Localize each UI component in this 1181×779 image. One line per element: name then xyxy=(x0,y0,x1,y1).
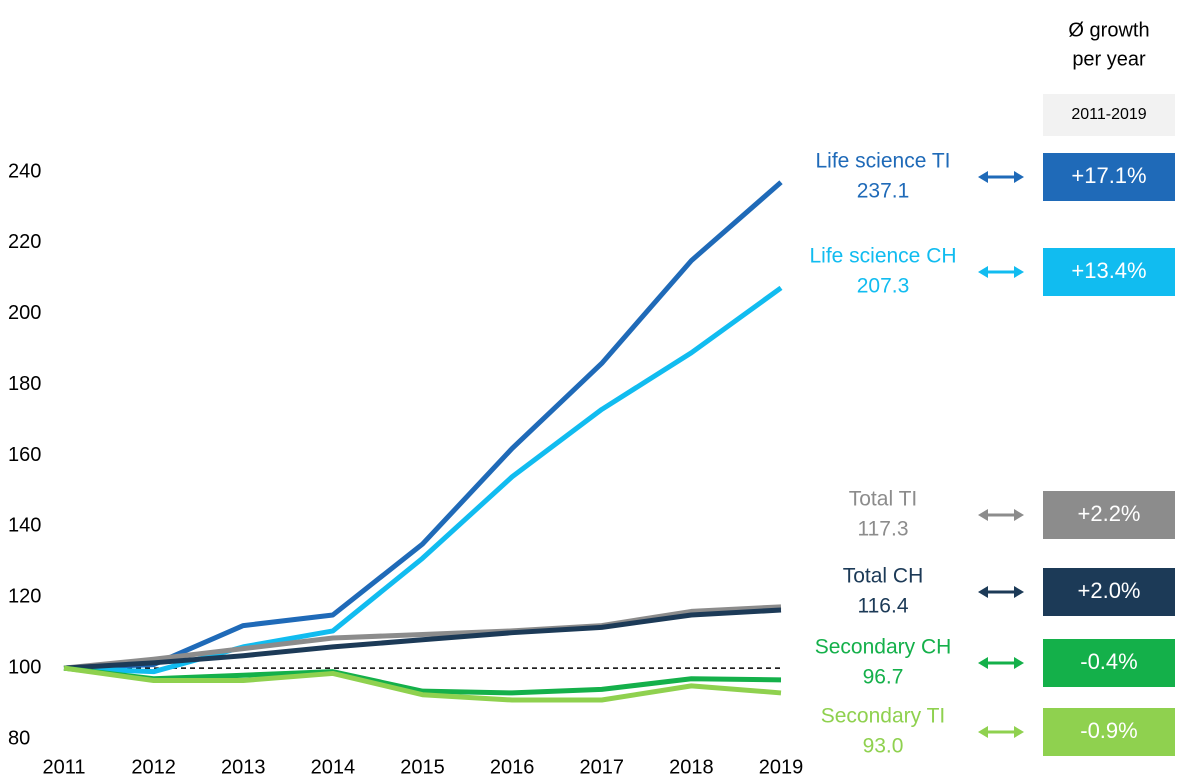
y-tick-label: 120 xyxy=(8,586,41,608)
y-tick-label: 140 xyxy=(8,515,41,537)
series-line xyxy=(63,607,782,671)
end-value-label: 93.0 xyxy=(863,735,904,758)
x-tick-label: 2011 xyxy=(42,756,85,778)
y-tick-label: 80 xyxy=(8,727,30,749)
period-box xyxy=(1043,94,1175,136)
x-tick-label: 2018 xyxy=(669,756,714,778)
y-tick-label: 200 xyxy=(8,302,41,324)
y-tick-label: 240 xyxy=(8,160,41,182)
series-name: Secondary CH xyxy=(815,636,952,659)
x-tick-label: 2015 xyxy=(400,756,445,778)
series-name: Total TI xyxy=(849,488,917,511)
arrow-head xyxy=(978,657,1024,669)
arrow-head xyxy=(978,586,1024,598)
x-tick-label: 2016 xyxy=(490,756,535,778)
x-tick-label: 2017 xyxy=(580,756,625,778)
growth-badge xyxy=(1043,153,1175,201)
y-tick-label: 160 xyxy=(8,444,41,466)
series-name: Secondary TI xyxy=(821,705,946,728)
y-tick-label: 100 xyxy=(8,656,41,678)
series-line xyxy=(63,665,782,703)
series-name: Life science TI xyxy=(815,150,950,173)
growth-label: -0.9% xyxy=(1080,718,1137,743)
growth-label: +17.1% xyxy=(1071,163,1146,188)
series-name: Total CH xyxy=(843,565,924,588)
series-line xyxy=(63,180,783,671)
y-tick-label: 220 xyxy=(8,231,41,253)
growth-badge xyxy=(1043,248,1175,296)
growth-label: +13.4% xyxy=(1071,258,1146,283)
x-tick-label: 2013 xyxy=(221,756,266,778)
end-value-label: 117.3 xyxy=(858,518,909,541)
growth-label: -0.4% xyxy=(1080,649,1137,674)
growth-label: +2.0% xyxy=(1078,578,1141,603)
growth-label: +2.2% xyxy=(1078,501,1141,526)
growth-badge xyxy=(1043,708,1175,756)
series-line xyxy=(63,665,782,696)
y-tick-label: 180 xyxy=(8,373,41,395)
end-value-label: 207.3 xyxy=(857,275,910,298)
end-value-label: 96.7 xyxy=(863,666,904,689)
growth-header: per year xyxy=(1072,48,1146,70)
growth-badge xyxy=(1043,491,1175,539)
growth-header: Ø growth xyxy=(1068,19,1149,41)
arrow-head xyxy=(978,171,1024,183)
x-tick-label: 2019 xyxy=(759,756,804,778)
period-label: 2011-2019 xyxy=(1071,106,1146,123)
series-name: Life science CH xyxy=(809,245,956,268)
series-line xyxy=(63,604,782,671)
growth-badge xyxy=(1043,568,1175,616)
x-tick-label: 2012 xyxy=(131,756,176,778)
x-tick-label: 2014 xyxy=(311,756,356,778)
growth-badge xyxy=(1043,639,1175,687)
end-value-label: 237.1 xyxy=(857,180,910,203)
arrow-head xyxy=(978,726,1024,738)
series-line xyxy=(63,285,783,675)
arrow-head xyxy=(978,509,1024,521)
end-value-label: 116.4 xyxy=(858,595,909,618)
arrow-head xyxy=(978,266,1024,278)
